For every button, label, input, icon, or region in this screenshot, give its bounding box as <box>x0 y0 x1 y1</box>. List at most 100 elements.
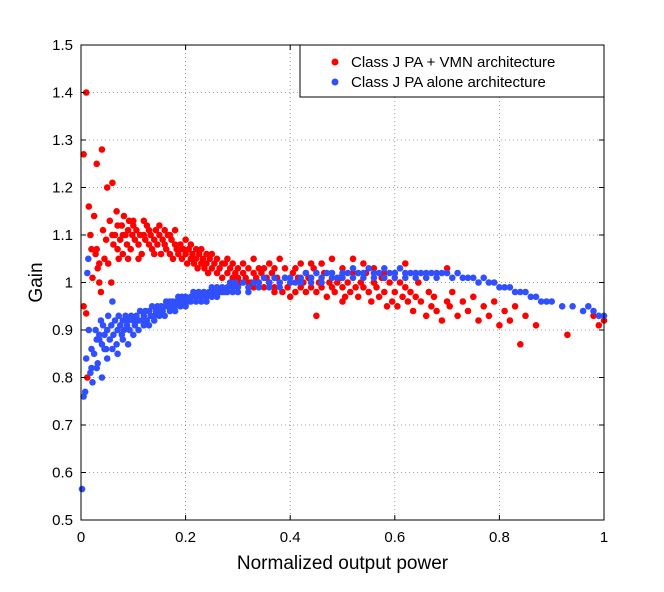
data-point <box>78 485 86 493</box>
data-point <box>82 89 90 96</box>
data-point <box>433 274 440 282</box>
series-vmn <box>80 89 608 381</box>
data-point <box>375 293 383 301</box>
data-point <box>118 222 126 229</box>
data-point <box>161 226 168 234</box>
data-point <box>120 212 128 220</box>
data-point <box>113 208 120 215</box>
data-point <box>177 245 184 253</box>
data-point <box>162 245 170 253</box>
data-point <box>104 312 112 320</box>
data-point <box>187 241 195 248</box>
data-point <box>81 388 89 396</box>
data-point <box>106 336 114 343</box>
data-point <box>266 284 273 291</box>
data-point <box>585 303 592 310</box>
data-point <box>96 260 103 267</box>
data-point <box>527 293 535 301</box>
data-point <box>96 279 103 286</box>
data-point <box>178 255 186 263</box>
data-point <box>130 331 137 339</box>
data-point <box>115 312 122 320</box>
data-point <box>108 322 115 329</box>
data-point <box>208 250 216 258</box>
data-point <box>381 269 388 277</box>
data-point <box>123 241 131 248</box>
data-point <box>140 322 148 329</box>
data-point <box>496 322 503 329</box>
data-point <box>352 284 359 291</box>
data-point <box>511 288 519 296</box>
data-point <box>422 269 430 277</box>
data-point <box>370 269 378 277</box>
data-point <box>506 284 514 291</box>
data-point <box>189 250 196 258</box>
data-point <box>276 255 284 263</box>
data-point <box>417 269 425 277</box>
data-point <box>89 274 96 282</box>
legend-marker-vmn <box>331 58 339 66</box>
data-point <box>360 269 367 277</box>
data-point <box>124 226 132 234</box>
data-point <box>187 298 195 305</box>
data-point <box>430 293 438 301</box>
data-point <box>171 307 179 315</box>
data-point <box>354 269 362 277</box>
data-point <box>136 307 144 315</box>
data-point <box>133 226 140 234</box>
data-point <box>82 310 90 317</box>
data-point <box>511 303 519 310</box>
data-point <box>370 274 378 282</box>
data-point <box>218 274 226 282</box>
y-axis-title: Gain <box>26 262 47 302</box>
data-point <box>564 331 571 339</box>
data-point <box>590 312 597 320</box>
data-point <box>438 317 446 324</box>
data-point <box>360 260 367 267</box>
data-points <box>78 89 608 493</box>
data-point <box>156 312 163 320</box>
data-point <box>328 255 336 263</box>
data-point <box>425 288 433 296</box>
data-point <box>339 284 346 291</box>
data-point <box>88 364 95 372</box>
data-point <box>548 298 555 305</box>
y-tick-label: 0.7 <box>52 417 73 434</box>
data-point <box>131 322 139 329</box>
data-point <box>127 245 134 253</box>
data-point <box>124 255 132 263</box>
data-point <box>152 226 160 234</box>
data-point <box>318 284 325 291</box>
data-point <box>224 288 231 296</box>
y-tick-label: 1.3 <box>52 132 73 149</box>
data-point <box>443 269 451 277</box>
data-point <box>370 265 378 272</box>
data-point <box>404 298 412 305</box>
data-point <box>386 269 393 277</box>
legend-label-alone: Class J PA alone architecture <box>351 74 546 91</box>
data-point <box>108 279 115 286</box>
data-point <box>475 317 482 324</box>
data-point <box>124 317 132 324</box>
data-point <box>213 255 221 263</box>
data-point <box>183 260 191 267</box>
data-point <box>365 288 373 296</box>
data-point <box>85 326 93 334</box>
data-point <box>331 288 339 296</box>
data-point <box>496 284 503 291</box>
data-point <box>313 288 320 296</box>
y-tick-label: 1.4 <box>52 85 73 102</box>
data-point <box>349 265 357 272</box>
data-point <box>449 274 456 282</box>
data-point <box>339 298 346 305</box>
data-point <box>383 303 391 310</box>
data-point <box>485 279 493 286</box>
data-point <box>381 274 388 282</box>
data-point <box>368 298 375 305</box>
data-point <box>428 303 435 310</box>
data-point <box>255 284 263 291</box>
x-tick-label: 1 <box>600 529 608 546</box>
x-tick-label: 0.8 <box>489 529 510 546</box>
data-point <box>110 331 117 339</box>
data-point <box>334 274 341 282</box>
